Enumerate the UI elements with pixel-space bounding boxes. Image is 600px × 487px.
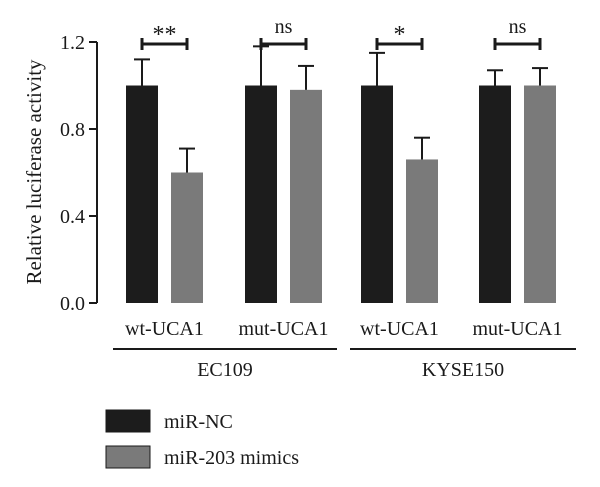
x-category-label-3: mut-UCA1: [473, 318, 563, 340]
significance-label-3: ns: [509, 16, 527, 38]
y-axis-label: Relative luciferase activity: [22, 59, 46, 285]
y-tick-label-2: 0.8: [60, 119, 85, 141]
bar-mir-203-mimics-1: [290, 89, 322, 303]
legend-swatch-0: [105, 409, 151, 433]
group-label-0: EC109: [197, 359, 253, 381]
y-tick-label-1: 0.4: [60, 206, 85, 228]
bar-mir-nc-1: [245, 85, 277, 303]
bar-mir-nc-3: [479, 85, 511, 303]
significance-label-1: ns: [275, 16, 293, 38]
bar-mir-203-mimics-3: [524, 85, 556, 303]
bar-mir-nc-2: [361, 85, 393, 303]
legend-label-1: miR-203 mimics: [164, 447, 299, 469]
plot-area: 0.0 0.4 0.8 1.2 ** wt-UCA1 ns mut-UCA1 * wt-UCA1 n…: [60, 16, 576, 469]
group-label-1: KYSE150: [422, 359, 504, 381]
y-tick-label-3: 1.2: [60, 32, 85, 54]
x-category-label-2: wt-UCA1: [360, 318, 439, 340]
bar-mir-203-mimics-2: [406, 159, 438, 303]
y-tick-label-0: 0.0: [60, 293, 85, 315]
bar-mir-203-mimics-0: [171, 172, 203, 303]
legend-label-0: miR-NC: [164, 411, 233, 433]
x-category-label-0: wt-UCA1: [125, 318, 204, 340]
bar-mir-nc-0: [126, 85, 158, 303]
legend-swatch-1: [105, 445, 151, 469]
significance-label-2: *: [394, 22, 406, 48]
significance-label-0: **: [153, 22, 177, 48]
x-category-label-1: mut-UCA1: [239, 318, 329, 340]
